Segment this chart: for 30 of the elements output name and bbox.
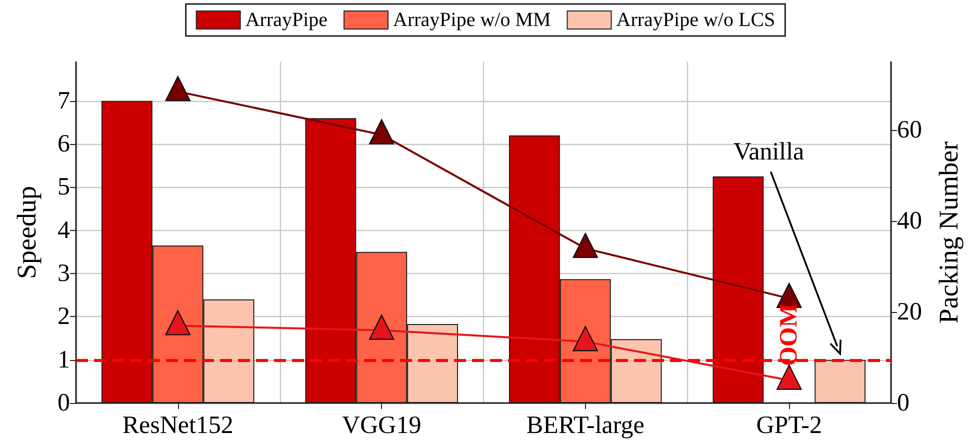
x-tick-label: BERT-large [526,412,644,439]
x-tick-label: VGG19 [342,412,422,439]
y-tick-label: 4 [58,216,70,244]
y-tick-label: 3 [58,260,70,288]
y-tick-label: 2 [58,303,70,330]
point [572,326,598,352]
x-tick-label: GPT-2 [756,412,822,439]
y-axis-title: Speedup [12,186,42,279]
y2-tick-label: 20 [897,298,922,326]
legend-label: ArrayPipe w/o LCS [616,9,776,31]
y-tick-label: 7 [58,87,70,114]
legend-label: ArrayPipe w/o MM [393,9,552,31]
y2-tick-label: 0 [897,390,910,416]
point [165,76,190,102]
point [165,310,190,336]
point [572,232,598,258]
y2-axis-title: Packing Number [934,141,964,324]
x-tick-label: ResNet152 [122,412,234,439]
y2-tick-label: 60 [897,116,922,144]
point [369,314,394,340]
y-tick-label: 1 [58,346,70,374]
y-tick-label: 5 [58,174,70,201]
point [369,119,394,144]
y-tick-label: 0 [58,390,70,416]
y-tick-label: 6 [58,130,70,158]
point [776,364,802,390]
y2-tick-label: 40 [897,208,922,235]
legend-label: ArrayPipe [245,9,328,31]
annotation: OOM [776,304,803,366]
annotation: Vanilla [733,138,804,166]
